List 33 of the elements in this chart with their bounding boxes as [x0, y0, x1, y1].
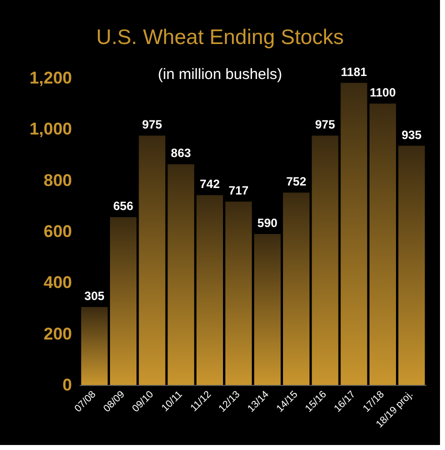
bar [225, 202, 252, 385]
y-tick-label: 400 [44, 273, 72, 292]
bar [282, 192, 310, 385]
chart-subtitle: (in million bushels) [158, 66, 282, 83]
y-tick-label: 1,000 [29, 120, 72, 139]
y-tick-label: 800 [44, 170, 72, 190]
data-label: 863 [170, 146, 192, 160]
data-label: 1100 [370, 86, 396, 100]
chart-title: U.S. Wheat Ending Stocks [96, 26, 344, 49]
data-label: 975 [315, 118, 336, 132]
y-tick-label: 1,200 [29, 68, 72, 88]
bar [340, 82, 368, 385]
bar [369, 104, 396, 385]
y-tick-label: 600 [44, 222, 72, 241]
bar [138, 136, 166, 385]
data-label: 656 [113, 199, 134, 214]
bar [312, 136, 338, 385]
data-label: 1181 [340, 64, 368, 79]
y-tick-label: 200 [44, 324, 72, 344]
y-tick-label: 0 [62, 376, 72, 394]
data-label: 590 [257, 216, 278, 230]
data-label: 975 [142, 118, 162, 132]
data-label: 752 [286, 174, 307, 189]
bar [254, 234, 281, 385]
bar [168, 164, 194, 385]
bar [398, 146, 425, 385]
data-label: 717 [228, 184, 249, 198]
data-label: 305 [84, 288, 105, 303]
data-label: 742 [200, 177, 220, 192]
bar [81, 306, 108, 385]
data-label: 935 [402, 128, 422, 142]
bar [196, 195, 224, 385]
bar [110, 217, 137, 385]
